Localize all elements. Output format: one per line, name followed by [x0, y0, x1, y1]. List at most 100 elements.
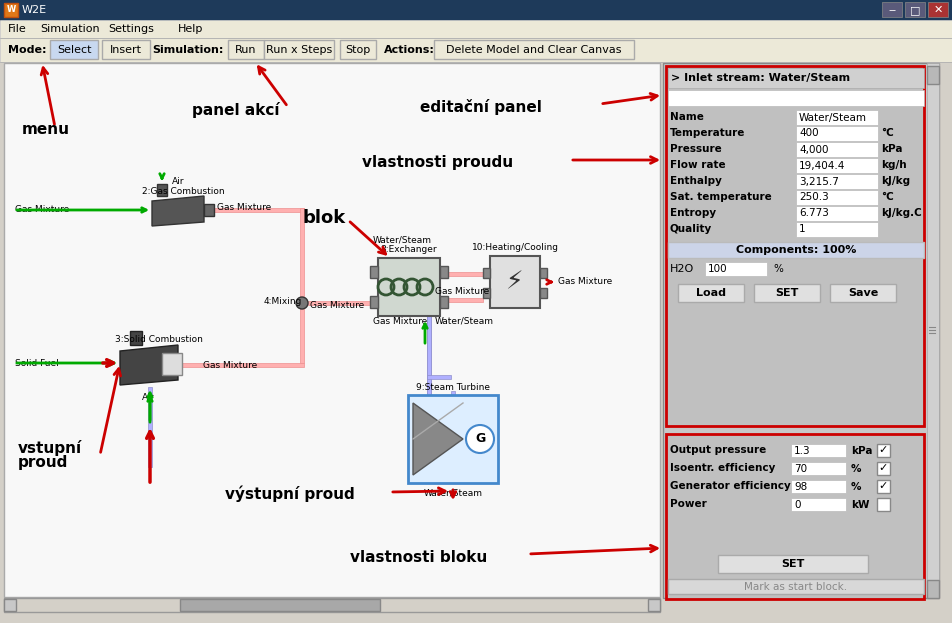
Text: 3:Solid Combustion: 3:Solid Combustion	[115, 335, 203, 343]
Text: Select: Select	[57, 45, 91, 55]
Bar	[148, 387, 152, 467]
Text: Gas Mixture: Gas Mixture	[217, 204, 271, 212]
Text: Gas Mixture: Gas Mixture	[203, 361, 257, 369]
Text: Components: 100%: Components: 100%	[736, 245, 856, 255]
Text: Enthalpy: Enthalpy	[670, 176, 722, 186]
Text: 4:Mixing: 4:Mixing	[264, 297, 303, 305]
Text: 100: 100	[708, 264, 727, 274]
Text: 2:Gas Combustion: 2:Gas Combustion	[142, 188, 225, 196]
Bar	[927, 66, 939, 84]
Bar	[427, 375, 451, 379]
Text: 8:Exchanger: 8:Exchanger	[381, 245, 437, 255]
Bar	[796, 206, 878, 221]
Text: Sat. temperature: Sat. temperature	[670, 192, 772, 202]
Bar	[162, 353, 182, 375]
Text: Run: Run	[235, 45, 257, 55]
Bar	[877, 444, 890, 457]
Bar	[0, 0, 952, 20]
Bar	[300, 308, 304, 363]
Text: Temperature: Temperature	[670, 128, 745, 138]
Text: Isoentr. efficiency: Isoentr. efficiency	[670, 463, 775, 473]
Text: editační panel: editační panel	[420, 99, 542, 115]
Bar	[791, 462, 846, 475]
Text: Gas Mixture: Gas Mixture	[558, 277, 612, 287]
Bar	[791, 480, 846, 493]
Text: Solid Fuel: Solid Fuel	[15, 358, 59, 368]
Bar	[308, 301, 408, 305]
Bar	[540, 288, 547, 298]
Bar	[668, 242, 924, 258]
Text: Stop: Stop	[346, 45, 370, 55]
Bar	[882, 2, 902, 17]
Text: ✕: ✕	[933, 5, 942, 15]
Text: kW: kW	[851, 500, 869, 510]
Text: Help: Help	[178, 24, 204, 34]
Text: Simulation: Simulation	[40, 24, 100, 34]
Bar	[483, 288, 490, 298]
Bar	[791, 444, 846, 457]
Text: 250.3: 250.3	[799, 193, 829, 202]
Text: Generator efficiency: Generator efficiency	[670, 481, 791, 491]
Bar	[830, 284, 896, 302]
Text: kPa: kPa	[851, 445, 872, 455]
Text: □: □	[910, 5, 921, 15]
Bar	[340, 40, 376, 59]
Bar	[663, 63, 939, 598]
Text: Gas Mixture: Gas Mixture	[373, 316, 427, 325]
Bar	[540, 268, 547, 278]
Text: Gas Mixture: Gas Mixture	[435, 287, 489, 297]
Text: 4,000: 4,000	[799, 145, 828, 155]
Bar	[754, 284, 820, 302]
Text: °C: °C	[881, 128, 894, 138]
Bar	[877, 480, 890, 493]
Text: kg/h: kg/h	[881, 161, 906, 171]
Text: kPa: kPa	[881, 145, 902, 155]
Text: Quality: Quality	[670, 224, 712, 234]
Bar	[427, 316, 431, 396]
Text: ✓: ✓	[879, 445, 888, 455]
Bar	[796, 126, 878, 141]
Bar	[434, 40, 634, 59]
Text: kJ/kg: kJ/kg	[881, 176, 910, 186]
Text: Insert: Insert	[110, 45, 142, 55]
Text: Gas Mixture: Gas Mixture	[310, 300, 365, 310]
Bar	[102, 40, 150, 59]
Text: Pressure: Pressure	[670, 144, 722, 154]
Text: Mark as start block.: Mark as start block.	[744, 581, 847, 591]
Text: Actions:: Actions:	[384, 45, 435, 55]
Bar	[877, 462, 890, 475]
Bar	[448, 272, 483, 276]
Text: 1: 1	[799, 224, 805, 234]
Text: blok: blok	[302, 209, 346, 227]
Bar	[905, 2, 925, 17]
Bar	[718, 555, 868, 573]
Bar	[4, 599, 16, 611]
Text: G: G	[475, 432, 486, 445]
Text: 10:Heating/Cooling: 10:Heating/Cooling	[471, 244, 559, 252]
Bar	[4, 598, 660, 612]
Text: Delete Model and Clear Canvas: Delete Model and Clear Canvas	[446, 45, 622, 55]
Bar	[204, 204, 214, 216]
Text: °C: °C	[881, 193, 894, 202]
Text: W2E: W2E	[22, 5, 48, 15]
Text: Water/Steam: Water/Steam	[435, 316, 494, 325]
Text: Air: Air	[142, 392, 154, 401]
Text: menu: menu	[22, 123, 70, 138]
Bar	[130, 331, 142, 345]
Bar	[451, 391, 455, 395]
Text: Power: Power	[670, 499, 706, 509]
Bar	[214, 208, 304, 212]
Text: 1.3: 1.3	[794, 445, 810, 455]
Text: Entropy: Entropy	[670, 208, 716, 218]
Text: SET: SET	[775, 288, 799, 298]
Text: panel akcí: panel akcí	[192, 102, 280, 118]
Text: ✓: ✓	[879, 464, 888, 473]
Bar	[370, 266, 378, 278]
Bar	[668, 579, 924, 594]
Text: Simulation:: Simulation:	[152, 45, 224, 55]
Bar	[4, 3, 18, 17]
Text: Save: Save	[848, 288, 878, 298]
Bar	[483, 268, 490, 278]
Text: Settings: Settings	[108, 24, 154, 34]
Bar	[180, 599, 380, 611]
